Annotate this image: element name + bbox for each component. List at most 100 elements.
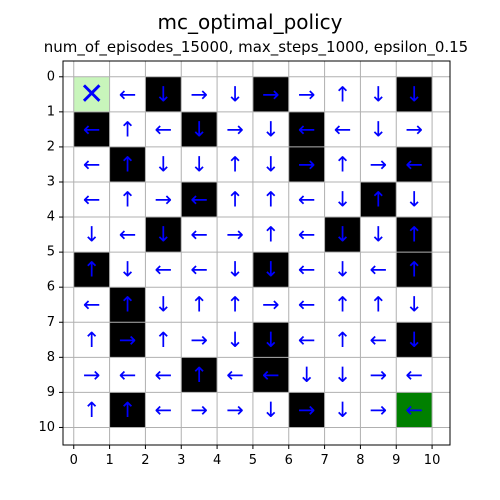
cell-empty-r4-c8: [360, 217, 397, 253]
cell-empty-r9-c7: [324, 392, 361, 428]
y-tick-label-2: 2: [47, 139, 55, 154]
policy-arrow-r7-c9: ↓: [405, 328, 423, 352]
policy-arrow-r6-c7: ↑: [334, 293, 352, 317]
cell-empty-r6-c2: [145, 287, 182, 323]
policy-arrow-r2-c3: ↓: [190, 152, 208, 176]
policy-arrow-r5-c5: ↓: [262, 258, 280, 282]
policy-arrow-r9-c7: ↓: [334, 398, 352, 422]
cell-empty-r8-c6: [288, 357, 325, 393]
x-tick-label-10: 10: [424, 453, 441, 468]
cell-empty-r2-c0: [73, 146, 110, 182]
policy-arrow-r9-c6: →: [298, 398, 316, 422]
policy-arrow-r0-c8: ↓: [370, 82, 388, 106]
policy-arrow-r5-c6: ←: [298, 258, 316, 282]
policy-arrow-r4-c9: ↑: [405, 223, 423, 247]
policy-arrow-r5-c3: ←: [190, 258, 208, 282]
policy-arrow-r5-c7: ↓: [334, 258, 352, 282]
policy-arrow-r9-c2: ←: [155, 398, 173, 422]
y-tick-label-4: 4: [47, 210, 55, 225]
cell-empty-r2-c2: [145, 146, 182, 182]
policy-arrow-r3-c7: ↓: [334, 188, 352, 212]
x-tick-label-3: 3: [177, 453, 185, 468]
cell-empty-r0-c1: [109, 76, 146, 112]
policy-arrow-r1-c5: ↓: [262, 117, 280, 141]
policy-arrow-r5-c0: ↑: [83, 258, 101, 282]
y-tick-label-3: 3: [47, 174, 55, 189]
policy-arrow-r6-c1: ↑: [119, 293, 137, 317]
x-tick-label-0: 0: [70, 453, 78, 468]
cell-wall-r1-c0: [73, 111, 110, 147]
x-tick-label-6: 6: [285, 453, 293, 468]
cell-empty-r5-c6: [288, 252, 325, 288]
cell-empty-r9-c5: [252, 392, 289, 428]
cell-empty-r7-c6: [288, 322, 325, 358]
gridlines: [63, 61, 450, 445]
cell-empty-r8-c8: [360, 357, 397, 393]
policy-arrow-r5-c9: ↑: [405, 258, 423, 282]
chart-title: mc_optimal_policy: [158, 10, 343, 34]
policy-arrow-r5-c4: ↓: [226, 258, 244, 282]
policy-arrow-r6-c5: →: [262, 293, 280, 317]
cell-empty-r6-c0: [73, 287, 110, 323]
policy-arrow-r3-c8: ↑: [370, 188, 388, 212]
policy-arrow-r2-c5: ↓: [262, 152, 280, 176]
cell-empty-r3-c0: [73, 181, 110, 218]
cell-wall-r6-c1: [109, 287, 146, 323]
policy-arrow-r6-c6: ←: [298, 293, 316, 317]
cell-empty-r1-c9: [396, 111, 433, 147]
policy-arrow-r0-c4: ↓: [226, 82, 244, 106]
cell-empty-r4-c0: [73, 217, 110, 253]
policy-arrow-r3-c6: ←: [298, 188, 316, 212]
policy-arrow-r2-c9: ←: [405, 152, 423, 176]
policy-arrow-r9-c0: ↑: [83, 398, 101, 422]
cell-empty-r5-c1: [109, 252, 146, 288]
cell-wall-r4-c7: [324, 217, 361, 253]
cell-wall-r3-c8: [360, 181, 397, 218]
cell-empty-r4-c3: [181, 217, 218, 253]
policy-arrow-r8-c1: ←: [119, 363, 137, 387]
cell-empty-r9-c8: [360, 392, 397, 428]
cell-wall-r2-c6: [288, 146, 325, 182]
cell-empty-r5-c3: [181, 252, 218, 288]
cell-wall-r0-c5: [252, 76, 289, 112]
cell-empty-r1-c4: [217, 111, 253, 147]
policy-arrow-r9-c4: →: [226, 398, 244, 422]
cell-wall-r0-c9: [396, 76, 433, 112]
cell-wall-r5-c9: [396, 252, 433, 288]
policy-arrow-r9-c9: ←: [405, 398, 423, 422]
policy-arrow-r4-c4: →: [226, 223, 244, 247]
policy-arrow-r7-c4: ↓: [226, 328, 244, 352]
cell-empty-r6-c8: [360, 287, 397, 323]
cell-empty-r5-c2: [145, 252, 182, 288]
policy-arrow-r3-c1: ↑: [119, 188, 137, 212]
cell-empty-r7-c2: [145, 322, 182, 358]
cell-wall-r7-c9: [396, 322, 433, 358]
cell-empty-r2-c5: [252, 146, 289, 182]
cell-empty-r7-c8: [360, 322, 397, 358]
policy-arrow-r7-c5: ↓: [262, 328, 280, 352]
chart-subtitle: num_of_episodes_15000, max_steps_1000, e…: [44, 38, 468, 57]
policy-arrow-r1-c1: ↑: [119, 117, 137, 141]
cell-empty-r5-c8: [360, 252, 397, 288]
cell-empty-r5-c7: [324, 252, 361, 288]
cell-empty-r6-c7: [324, 287, 361, 323]
cell-wall-r5-c5: [252, 252, 289, 288]
cell-empty-r8-c2: [145, 357, 182, 393]
policy-arrow-r8-c3: ↑: [190, 363, 208, 387]
policy-arrow-r3-c3: ←: [190, 188, 208, 212]
policy-arrow-r5-c2: ←: [155, 258, 173, 282]
cell-empty-r4-c1: [109, 217, 146, 253]
cell-goal-r9-c9: [396, 392, 433, 428]
cell-empty-r2-c4: [217, 146, 253, 182]
cell-empty-r8-c0: [73, 357, 110, 393]
policy-arrow-r8-c5: ←: [262, 363, 280, 387]
policy-arrow-r1-c2: ←: [155, 117, 173, 141]
policy-arrow-r0-c6: →: [298, 82, 316, 106]
policy-arrow-r0-c2: ↓: [155, 82, 173, 106]
x-tick-label-9: 9: [392, 453, 400, 468]
policy-arrow-r0-c3: →: [190, 82, 208, 106]
policy-arrow-r5-c8: ←: [370, 258, 388, 282]
policy-arrow-r2-c2: ↓: [155, 152, 173, 176]
y-tick-label-10: 10: [38, 420, 55, 435]
policy-arrow-r9-c1: ↑: [119, 398, 137, 422]
